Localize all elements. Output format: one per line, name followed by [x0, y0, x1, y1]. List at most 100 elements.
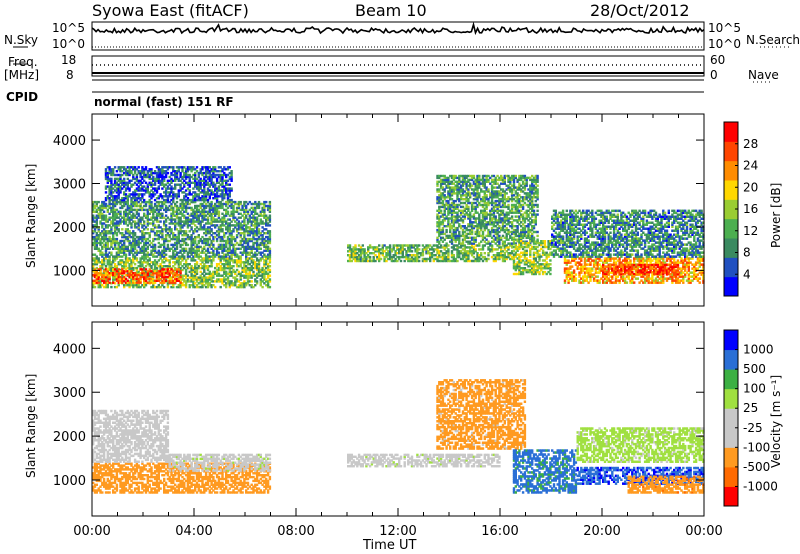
echo-cell	[221, 204, 224, 208]
echo-cell	[159, 230, 162, 233]
echo-cell	[150, 251, 153, 254]
echo-cell	[153, 247, 157, 250]
echo-cell	[121, 277, 124, 281]
echo-cell	[113, 247, 117, 250]
echo-cell	[152, 224, 155, 227]
echo-cell	[172, 261, 175, 264]
echo-cell	[128, 218, 131, 221]
echo-cell	[230, 212, 233, 215]
echo-cell	[153, 210, 157, 213]
echo-cell	[93, 220, 97, 223]
echo-cell	[245, 274, 248, 277]
echo-cell	[239, 212, 242, 215]
echo-cell	[119, 202, 122, 206]
echo-cell	[206, 216, 210, 219]
echo-cell	[128, 220, 131, 223]
echo-cell	[208, 232, 211, 235]
echo-cell	[137, 239, 140, 243]
echo-cell	[268, 208, 272, 212]
echo-cell	[248, 280, 251, 283]
echo-cell	[143, 220, 146, 223]
echo-cell	[255, 266, 259, 270]
echo-cell	[214, 280, 217, 283]
echo-cell	[177, 235, 180, 239]
echo-cell	[168, 235, 171, 239]
echo-cell	[164, 235, 168, 239]
echo-cell	[124, 218, 128, 221]
echo-cell	[132, 195, 135, 198]
echo-cell	[159, 220, 162, 223]
echo-cell	[232, 237, 235, 241]
echo-cell	[175, 268, 179, 271]
echo-cell	[226, 263, 230, 266]
echo-cell	[101, 272, 104, 275]
echo-cell	[121, 243, 124, 247]
echo-cell	[117, 277, 120, 281]
echo-cell	[192, 280, 195, 283]
echo-cell	[164, 226, 168, 229]
echo-cell	[266, 245, 270, 249]
echo-cell	[166, 216, 170, 219]
echo-cell	[123, 239, 126, 243]
echo-cell	[101, 255, 104, 258]
echo-cell	[225, 270, 228, 274]
echo-cell	[153, 265, 157, 268]
echo-cell	[152, 284, 155, 287]
echo-cell	[210, 261, 213, 264]
echo-cell	[141, 237, 144, 241]
echo-cell	[223, 220, 226, 223]
echo-cell	[217, 253, 221, 256]
echo-cell	[143, 272, 146, 275]
echo-cell	[104, 185, 108, 188]
echo-cell	[157, 212, 160, 215]
echo-cell	[117, 173, 120, 177]
echo-cell	[130, 222, 133, 225]
echo-cell	[234, 259, 237, 262]
echo-cell	[112, 270, 115, 274]
echo-cell	[179, 245, 182, 249]
echo-cell	[155, 251, 159, 254]
echo-cell	[99, 220, 102, 223]
echo-cell	[144, 279, 148, 282]
echo-cell	[112, 232, 115, 235]
echo-cell	[128, 249, 131, 252]
echo-cell	[137, 204, 140, 208]
echo-cell	[257, 266, 261, 270]
echo-cell	[228, 237, 231, 241]
echo-cell	[106, 253, 109, 256]
echo-cell	[254, 216, 257, 219]
echo-cell	[241, 226, 244, 229]
echo-cell	[237, 220, 241, 223]
echo-cell	[241, 232, 244, 235]
echo-cell	[139, 204, 142, 208]
echo-cell	[245, 259, 248, 262]
echo-cell	[214, 272, 217, 275]
echo-cell	[152, 277, 155, 281]
echo-cell	[239, 232, 242, 235]
echo-cell	[106, 173, 109, 177]
echo-cell	[181, 237, 184, 241]
echo-cell	[157, 245, 160, 249]
echo-cell	[223, 276, 226, 279]
echo-cell	[174, 247, 177, 250]
echo-cell	[148, 204, 151, 208]
echo-cell	[115, 220, 119, 223]
echo-cell	[157, 285, 160, 289]
echo-cell	[172, 255, 175, 258]
echo-cell	[119, 277, 122, 281]
echo-cell	[266, 268, 270, 272]
echo-cell	[248, 268, 251, 272]
echo-cell	[108, 281, 111, 284]
echo-cell	[159, 226, 162, 229]
echo-cell	[235, 265, 239, 268]
echo-cell	[257, 268, 261, 272]
echo-cell	[123, 183, 126, 186]
echo-cell	[194, 263, 197, 266]
echo-cell	[128, 193, 131, 196]
echo-cell	[121, 198, 124, 202]
echo-cell	[255, 202, 259, 206]
echo-cell	[99, 285, 102, 289]
echo-cell	[195, 263, 199, 266]
echo-cell	[266, 284, 270, 287]
echo-cell	[447, 248, 450, 251]
